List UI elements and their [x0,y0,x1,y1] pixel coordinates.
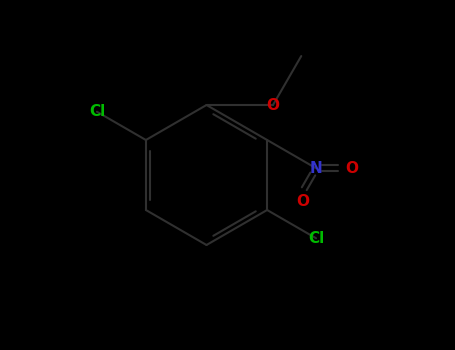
Text: O: O [297,195,309,210]
Text: N: N [310,161,323,176]
Text: Cl: Cl [308,231,324,246]
Text: O: O [267,98,279,112]
Text: O: O [345,161,358,176]
Text: Cl: Cl [89,104,105,119]
